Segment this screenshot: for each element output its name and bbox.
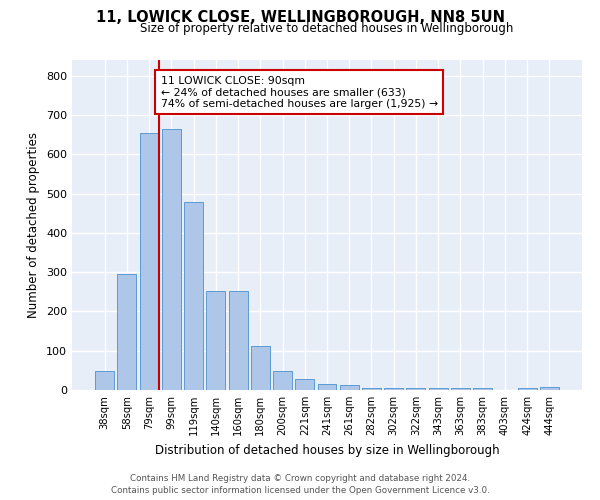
Bar	[273, 371, 292, 390]
Bar	[95, 371, 114, 390]
Bar	[451, 388, 470, 390]
Bar	[184, 202, 203, 390]
Text: 11, LOWICK CLOSE, WELLINGBOROUGH, NN8 5UN: 11, LOWICK CLOSE, WELLINGBOROUGH, NN8 5U…	[95, 10, 505, 25]
Bar	[251, 346, 270, 390]
Bar	[406, 388, 425, 390]
Bar	[317, 384, 337, 390]
Bar	[429, 388, 448, 390]
Bar	[206, 290, 225, 390]
Bar	[295, 379, 314, 390]
Bar	[340, 385, 359, 390]
Bar	[140, 134, 158, 390]
Bar	[384, 388, 403, 390]
X-axis label: Distribution of detached houses by size in Wellingborough: Distribution of detached houses by size …	[155, 444, 499, 456]
Bar	[162, 128, 181, 390]
Bar	[540, 387, 559, 390]
Text: Contains HM Land Registry data © Crown copyright and database right 2024.
Contai: Contains HM Land Registry data © Crown c…	[110, 474, 490, 495]
Text: 11 LOWICK CLOSE: 90sqm
← 24% of detached houses are smaller (633)
74% of semi-de: 11 LOWICK CLOSE: 90sqm ← 24% of detached…	[161, 76, 438, 109]
Bar	[118, 274, 136, 390]
Title: Size of property relative to detached houses in Wellingborough: Size of property relative to detached ho…	[140, 22, 514, 35]
Y-axis label: Number of detached properties: Number of detached properties	[28, 132, 40, 318]
Bar	[518, 388, 536, 390]
Bar	[473, 388, 492, 390]
Bar	[362, 388, 381, 390]
Bar	[229, 290, 248, 390]
